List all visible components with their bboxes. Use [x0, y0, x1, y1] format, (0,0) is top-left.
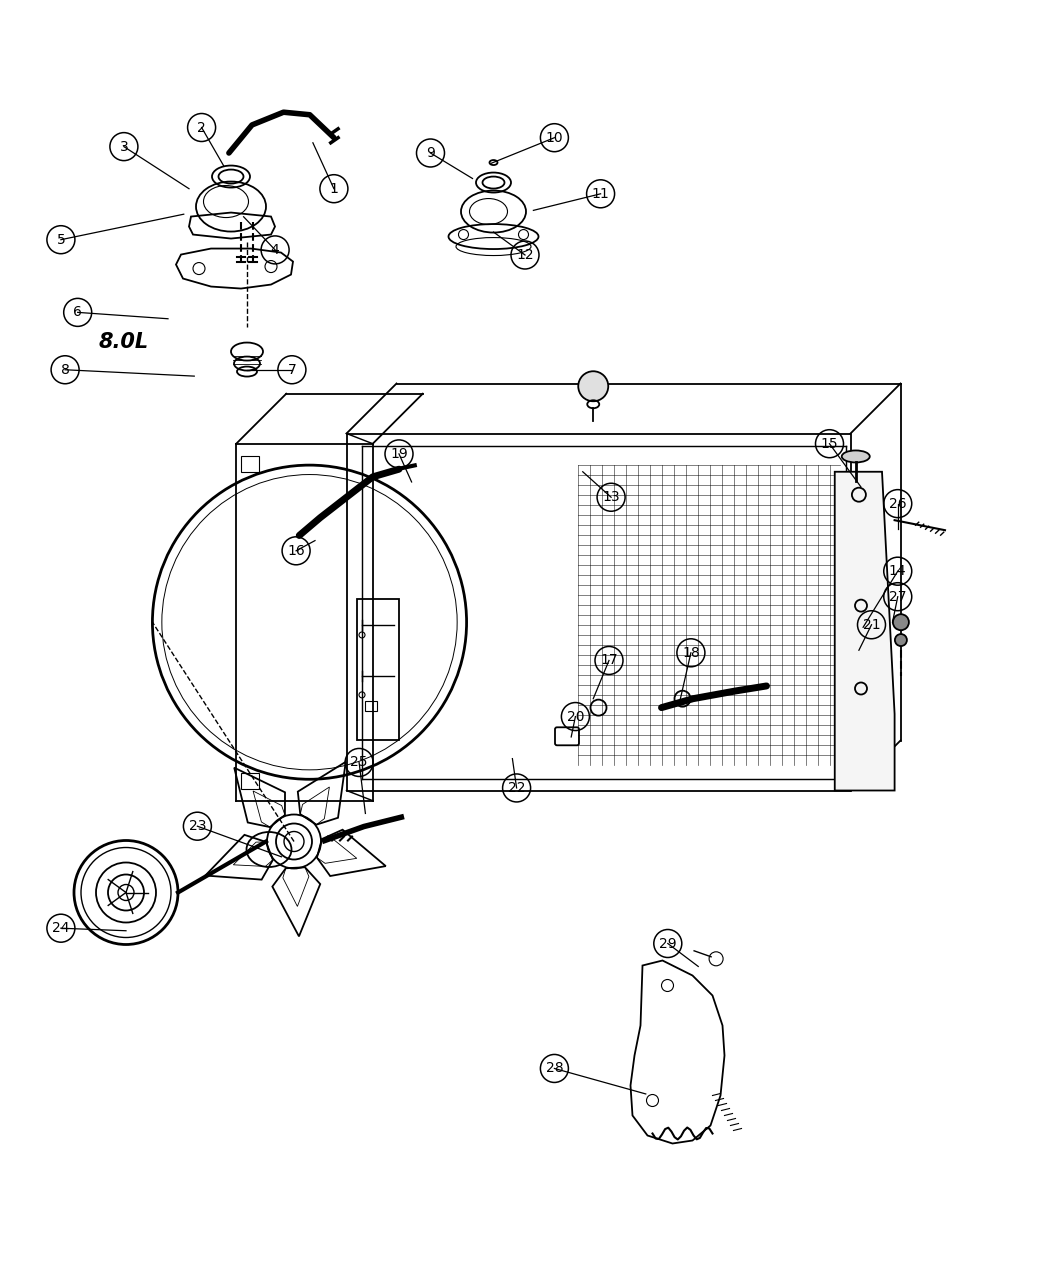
Text: 12: 12 [517, 249, 533, 261]
Text: 22: 22 [508, 782, 525, 794]
Circle shape [895, 634, 907, 646]
Text: 20: 20 [567, 710, 584, 723]
Text: 27: 27 [889, 590, 906, 603]
Text: 8: 8 [61, 363, 69, 376]
Text: 14: 14 [889, 565, 906, 578]
Text: 6: 6 [74, 306, 82, 319]
Text: 2: 2 [197, 121, 206, 134]
Text: 15: 15 [821, 437, 838, 450]
Polygon shape [835, 472, 895, 790]
Text: 17: 17 [601, 654, 617, 667]
Circle shape [579, 371, 608, 402]
Text: 26: 26 [889, 497, 906, 510]
Text: 24: 24 [52, 922, 69, 935]
Text: 4: 4 [271, 244, 279, 256]
Text: 5: 5 [57, 233, 65, 246]
Text: 8.0L: 8.0L [99, 332, 149, 352]
Text: 13: 13 [603, 491, 620, 504]
Text: 16: 16 [288, 544, 304, 557]
Text: 29: 29 [659, 937, 676, 950]
Text: 1: 1 [330, 182, 338, 195]
Circle shape [892, 615, 909, 630]
Text: 3: 3 [120, 140, 128, 153]
Text: 23: 23 [189, 820, 206, 833]
Text: 25: 25 [351, 756, 368, 769]
Text: 9: 9 [426, 147, 435, 159]
Text: 10: 10 [546, 131, 563, 144]
Text: 11: 11 [592, 187, 609, 200]
Text: 21: 21 [863, 618, 880, 631]
Text: 19: 19 [391, 448, 407, 460]
Ellipse shape [842, 450, 869, 463]
Text: 18: 18 [682, 646, 699, 659]
Text: 7: 7 [288, 363, 296, 376]
Text: 28: 28 [546, 1062, 563, 1075]
